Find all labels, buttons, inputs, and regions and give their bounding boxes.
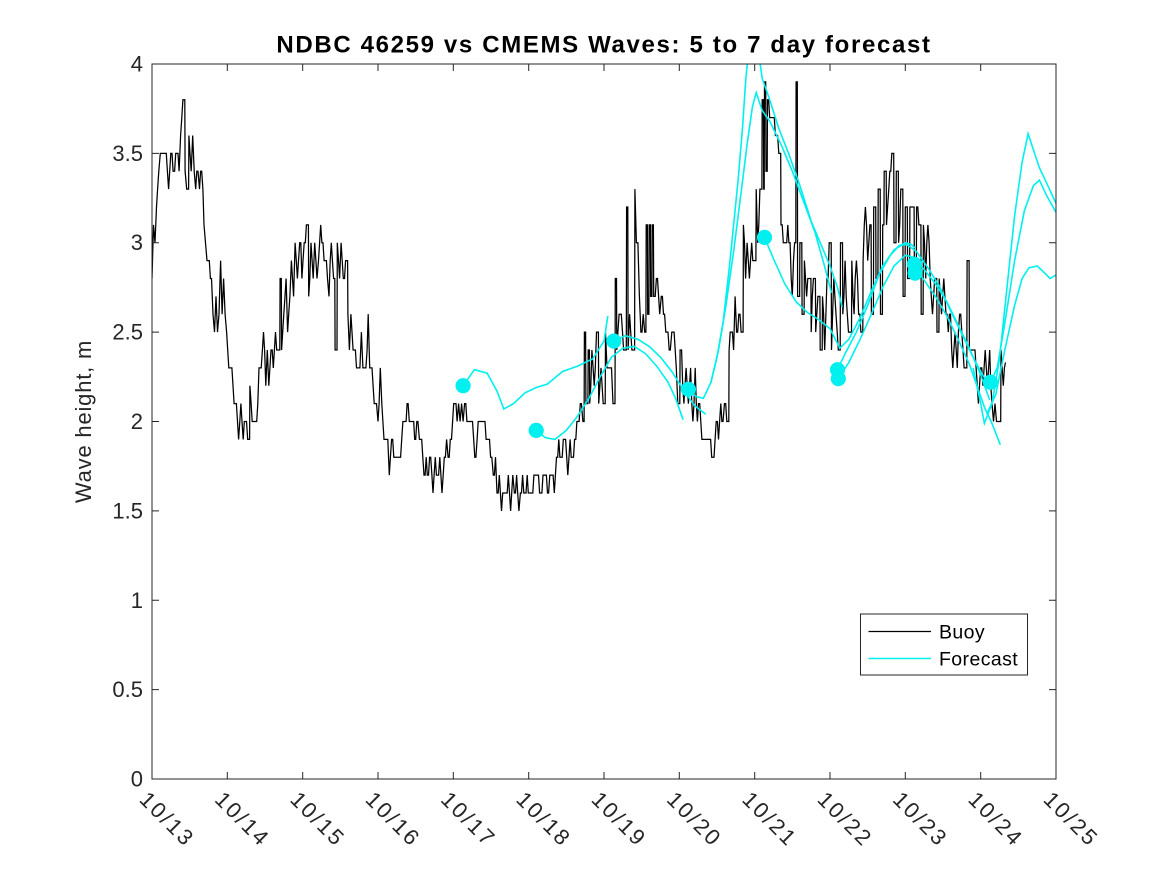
svg-text:4: 4 bbox=[131, 52, 143, 77]
svg-text:Buoy: Buoy bbox=[939, 622, 985, 644]
svg-text:Forecast: Forecast bbox=[939, 649, 1018, 671]
svg-text:NDBC 46259 vs CMEMS Waves: 5 t: NDBC 46259 vs CMEMS Waves: 5 to 7 day fo… bbox=[276, 32, 931, 59]
svg-text:1: 1 bbox=[131, 588, 143, 613]
svg-text:0: 0 bbox=[131, 767, 143, 792]
svg-text:0.5: 0.5 bbox=[112, 677, 143, 702]
svg-text:2.5: 2.5 bbox=[112, 320, 143, 345]
svg-text:3: 3 bbox=[131, 230, 143, 255]
svg-text:Wave height, m: Wave height, m bbox=[71, 340, 96, 503]
svg-text:3.5: 3.5 bbox=[112, 141, 143, 166]
svg-text:2: 2 bbox=[131, 409, 143, 434]
svg-text:1.5: 1.5 bbox=[112, 498, 143, 523]
